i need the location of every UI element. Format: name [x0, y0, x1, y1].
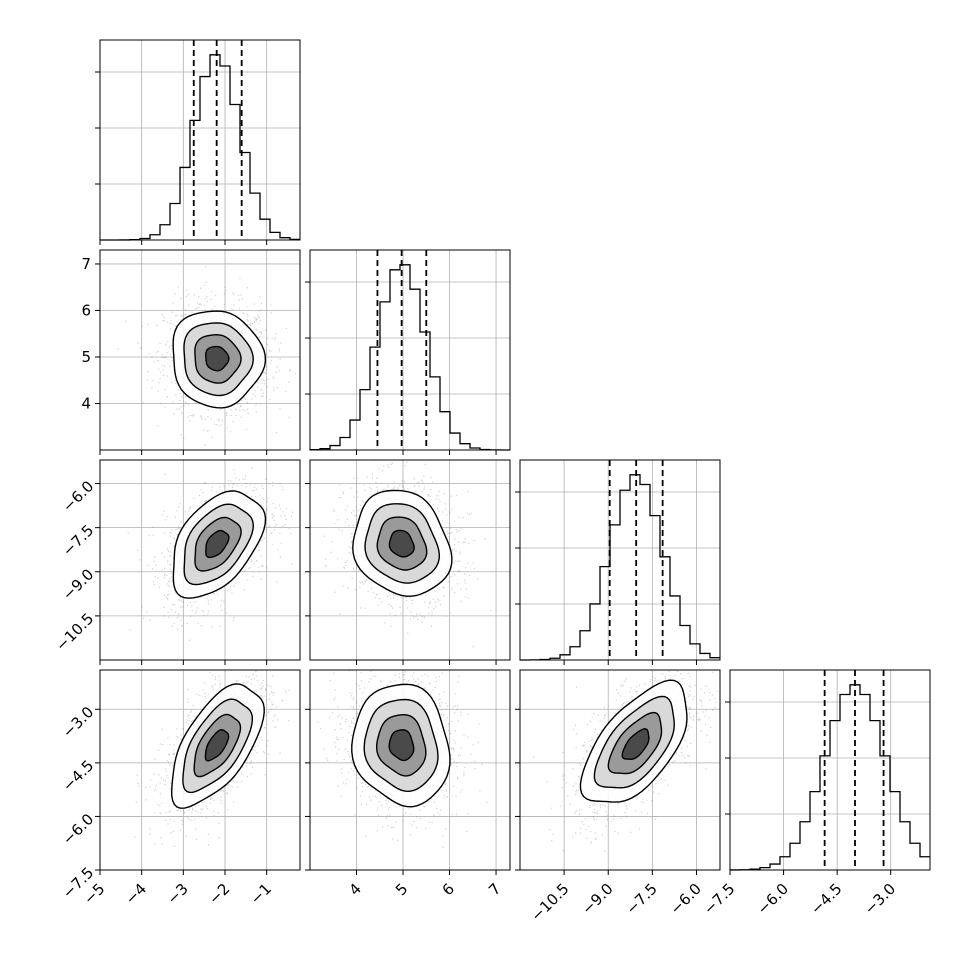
histogram-step	[519, 474, 720, 661]
panel-frame	[519, 669, 721, 871]
histogram-panel-1	[305, 249, 511, 451]
x-tick-label: −6.0	[666, 880, 704, 918]
scatter-panel-2-0	[99, 459, 301, 661]
y-tick-label: −10.5	[52, 610, 97, 655]
x-tick-label: 4	[346, 880, 365, 899]
x-tick-label: −2	[205, 880, 233, 908]
y-tick-label: −7.5	[59, 521, 97, 559]
histogram-panel-0	[95, 39, 301, 241]
x-tick-label: 7	[485, 880, 504, 899]
y-tick-label: −3.0	[59, 703, 97, 741]
panel-frame	[99, 669, 301, 871]
histogram-panel-3	[725, 669, 931, 871]
x-tick-label: −3	[163, 880, 191, 908]
histogram-step	[99, 54, 300, 241]
panel-frame	[99, 249, 301, 451]
y-tick-label: −6.0	[59, 810, 97, 848]
scatter-panel-3-1	[309, 669, 511, 871]
x-tick-label: −9.0	[578, 880, 616, 918]
y-tick-label: 4	[81, 394, 91, 412]
y-tick-label: 6	[81, 301, 91, 319]
y-tick-label: −6.0	[59, 477, 97, 515]
x-tick-label: −7.5	[700, 880, 738, 918]
x-tick-label: 5	[392, 880, 411, 899]
panel-frame	[729, 669, 931, 871]
x-tick-label: −6.0	[754, 880, 792, 918]
scatter-panel-1-0	[99, 249, 301, 451]
panel-frame	[309, 249, 511, 451]
histogram-step	[309, 264, 510, 451]
scatter-panel-2-1	[309, 459, 511, 661]
histogram-panel-2	[515, 459, 721, 661]
contour-line	[205, 529, 230, 559]
contour-line	[388, 529, 415, 558]
panel-frame	[519, 459, 721, 661]
x-tick-label: −4	[122, 880, 150, 908]
histogram-step	[729, 684, 930, 871]
contour-line	[205, 345, 230, 372]
x-tick-label: −3.0	[861, 880, 899, 918]
panel-frame	[99, 39, 301, 241]
panel-frame	[99, 459, 301, 661]
y-tick-label: −4.5	[59, 756, 97, 794]
scatter-panel-3-2	[519, 669, 721, 871]
y-tick-label: 7	[81, 255, 91, 273]
contour-line	[621, 728, 650, 761]
scatter-panel-3-0	[99, 669, 301, 871]
panel-frame	[309, 459, 511, 661]
y-tick-label: 5	[81, 348, 91, 366]
y-tick-label: −9.0	[59, 565, 97, 603]
contour-line	[204, 728, 230, 762]
contour-line	[388, 729, 415, 762]
x-tick-label: 6	[439, 880, 458, 899]
x-tick-label: −10.5	[527, 880, 572, 925]
x-tick-label: −1	[247, 880, 275, 908]
panel-frame	[309, 669, 511, 871]
x-tick-label: −4.5	[807, 880, 845, 918]
x-tick-label: −7.5	[622, 880, 660, 918]
